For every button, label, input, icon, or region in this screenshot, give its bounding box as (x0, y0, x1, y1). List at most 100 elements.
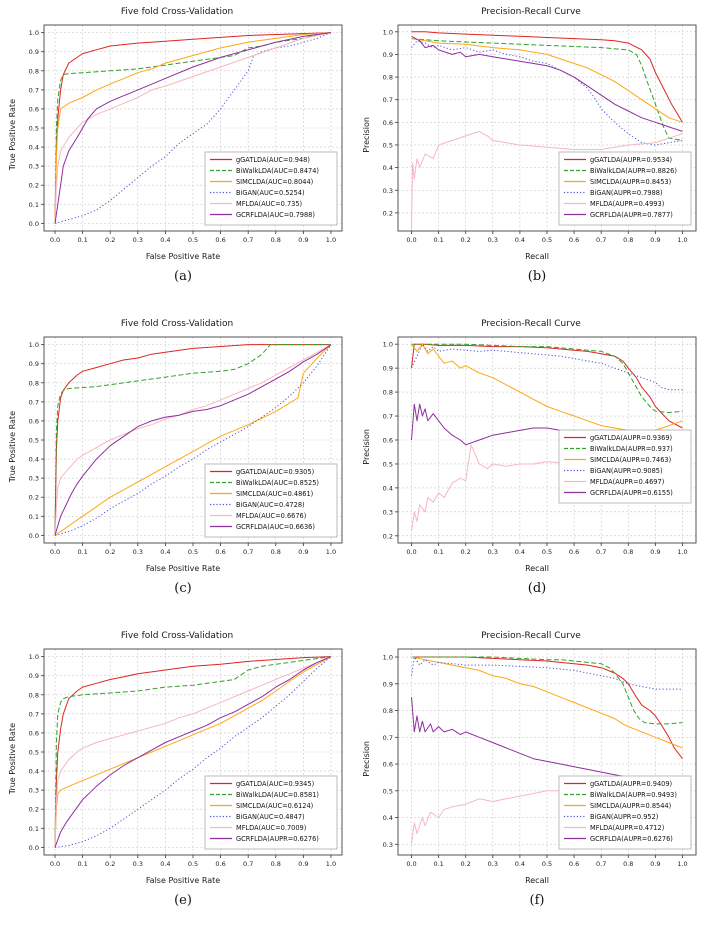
svg-text:0.3: 0.3 (383, 508, 393, 516)
svg-text:0.8: 0.8 (29, 691, 39, 699)
panel-caption: (e) (174, 893, 192, 908)
svg-text:0.3: 0.3 (29, 163, 39, 171)
svg-text:1.0: 1.0 (29, 29, 39, 37)
svg-text:0.1: 0.1 (29, 201, 39, 209)
chart-row: True Positive Rate 0.0 0.1 0.2 0.3 0.4 0.5 0.6… (6, 331, 348, 563)
svg-text:0.8: 0.8 (271, 548, 281, 556)
x-axis-label: False Positive Rate (145, 564, 221, 573)
x-axis-label: False Positive Rate (145, 876, 221, 885)
svg-text:0.9: 0.9 (298, 860, 308, 868)
series-layer (411, 31, 683, 229)
svg-text:0.7: 0.7 (383, 96, 393, 104)
pr-chart-b: 0.0 0.1 0.2 0.3 0.4 0.5 0.6 0.7 0.8 0.9 1.0 0.2 0.3 0… (383, 24, 697, 244)
series-line-BiWalkLDA (411, 343, 683, 413)
svg-text:0.2: 0.2 (461, 860, 471, 868)
svg-text:0.2: 0.2 (105, 236, 115, 244)
svg-text:0.8: 0.8 (29, 67, 39, 75)
y-axis-label-text: Precision (361, 429, 371, 465)
svg-text:0.4: 0.4 (383, 484, 393, 492)
svg-text:0.4: 0.4 (383, 814, 393, 822)
legend-label-gGATLDA: gGATLDA(AUPR=0.9534) (590, 156, 672, 164)
series-line-BiGAN (54, 656, 332, 848)
svg-text:0.9: 0.9 (383, 680, 393, 688)
legend-label-MFLDA: MFLDA(AUPR=0.4993) (590, 200, 664, 208)
axis-layer: 0.0 0.1 0.2 0.3 0.4 0.5 0.6 0.7 0.8 0.9 1.0 0.0 0.1 0… (29, 336, 343, 556)
svg-text:0.9: 0.9 (29, 48, 39, 56)
svg-text:0.9: 0.9 (650, 548, 660, 556)
legend: gGATLDA(AUC=0.9305) BiWalkLDA(AUC=0.8525)… (204, 463, 338, 538)
svg-text:0.7: 0.7 (383, 413, 393, 421)
svg-text:0.4: 0.4 (160, 236, 170, 244)
legend-label-BiWalkLDA: BiWalkLDA(AUPR=0.8826) (590, 167, 677, 175)
svg-text:0.7: 0.7 (29, 398, 39, 406)
legend-label-GCRFLDA: GCRFLDA(AUPR=0.7877) (590, 211, 673, 219)
legend-label-gGATLDA: gGATLDA(AUPR=0.9409) (590, 780, 672, 788)
legend-label-GCRFLDA: GCRFLDA(AUC=0.6636) (236, 523, 315, 531)
svg-text:0.4: 0.4 (160, 548, 170, 556)
svg-text:0.5: 0.5 (383, 787, 393, 795)
series-line-SIMCLDA (54, 344, 332, 536)
svg-text:0.9: 0.9 (383, 365, 393, 373)
chart-row: Precision 0.0 0.1 0.2 0.3 0.4 0.5 0.6 0.7 0.8 0.9… (360, 331, 702, 563)
roc-chart-a: 0.0 0.1 0.2 0.3 0.4 0.5 0.6 0.7 0.8 0.9 1.0 0.0 0.1 0… (29, 24, 343, 244)
svg-text:0.2: 0.2 (29, 494, 39, 502)
series-line-gGATLDA (54, 32, 332, 224)
legend-label-BiGAN: BiGAN(AUC=0.5254) (236, 189, 305, 197)
panel-a: Five fold Cross-Validation True Positive… (0, 0, 354, 312)
series-line-SIMCLDA (54, 32, 332, 224)
legend-label-BiWalkLDA: BiWalkLDA(AUC=0.8525) (236, 479, 319, 487)
svg-text:0.7: 0.7 (29, 710, 39, 718)
series-line-GCRFLDA (54, 344, 332, 536)
svg-text:0.2: 0.2 (461, 236, 471, 244)
svg-text:0.6: 0.6 (383, 761, 393, 769)
legend-label-BiWalkLDA: BiWalkLDA(AUC=0.8474) (236, 167, 319, 175)
svg-text:0.2: 0.2 (383, 532, 393, 540)
panel-caption: (d) (527, 581, 547, 596)
grid-layer (44, 25, 342, 231)
legend-label-BiWalkLDA: BiWalkLDA(AUPR=0.9493) (590, 791, 677, 799)
svg-text:0.5: 0.5 (188, 548, 198, 556)
series-line-BiGAN (411, 40, 683, 146)
svg-text:0.2: 0.2 (105, 860, 115, 868)
svg-text:0.6: 0.6 (383, 437, 393, 445)
chart-row: True Positive Rate 0.0 0.1 0.2 0.3 0.4 0.5 0.6… (6, 19, 348, 251)
y-axis-label: Precision (360, 19, 372, 251)
x-axis-label: Recall (525, 564, 549, 573)
svg-text:0.9: 0.9 (383, 51, 393, 59)
legend-label-BiGAN: BiGAN(AUC=0.4728) (236, 501, 305, 509)
chart-title: Five fold Cross-Validation (120, 631, 234, 641)
legend-label-BiGAN: BiGAN(AUPR=0.952) (590, 813, 658, 821)
svg-text:1.0: 1.0 (326, 236, 336, 244)
series-line-BiGAN (54, 32, 332, 224)
chart-title: Five fold Cross-Validation (120, 319, 234, 329)
y-axis-label-text: True Positive Rate (7, 411, 17, 483)
axis-layer: 0.0 0.1 0.2 0.3 0.4 0.5 0.6 0.7 0.8 0.9 1.0 0.2 0.3 0… (383, 24, 697, 244)
svg-text:0.3: 0.3 (29, 475, 39, 483)
axis-layer: 0.0 0.1 0.2 0.3 0.4 0.5 0.6 0.7 0.8 0.9 1.0 0.2 0.3 0… (383, 336, 697, 556)
svg-text:0.8: 0.8 (271, 236, 281, 244)
svg-text:0.6: 0.6 (215, 548, 225, 556)
y-axis-label: Precision (360, 331, 372, 563)
svg-text:1.0: 1.0 (29, 653, 39, 661)
series-line-GCRFLDA (54, 656, 332, 848)
panel-e: Five fold Cross-Validation True Positive… (0, 624, 354, 936)
svg-text:0.4: 0.4 (29, 768, 39, 776)
legend: gGATLDA(AUPR=0.9534) BiWalkLDA(AUPR=0.882… (558, 151, 692, 226)
svg-text:0.1: 0.1 (433, 860, 443, 868)
svg-text:1.0: 1.0 (383, 341, 393, 349)
svg-text:1.0: 1.0 (677, 860, 687, 868)
series-layer (54, 344, 332, 536)
svg-text:0.3: 0.3 (488, 548, 498, 556)
chart-row: Precision 0.0 0.1 0.2 0.3 0.4 0.5 0.6 0.7 0.8 0.9… (360, 19, 702, 251)
y-axis-label: Precision (360, 643, 372, 875)
svg-text:0.8: 0.8 (623, 236, 633, 244)
pr-chart-d: 0.0 0.1 0.2 0.3 0.4 0.5 0.6 0.7 0.8 0.9 1.0 0.2 0.3 0… (383, 336, 697, 556)
series-line-MFLDA (411, 130, 683, 229)
y-axis-label-text: True Positive Rate (7, 99, 17, 171)
legend-label-gGATLDA: gGATLDA(AUPR=0.9369) (590, 434, 672, 442)
svg-text:0.8: 0.8 (383, 74, 393, 82)
svg-text:0.1: 0.1 (433, 548, 443, 556)
svg-text:0.7: 0.7 (243, 548, 253, 556)
series-line-BiGAN (411, 656, 683, 690)
svg-text:1.0: 1.0 (383, 28, 393, 36)
